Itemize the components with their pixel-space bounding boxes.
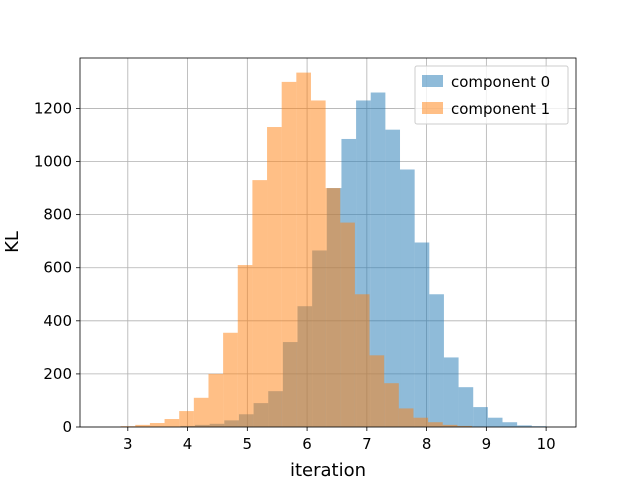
histogram-bar — [149, 423, 165, 427]
legend-label: component 1 — [451, 100, 550, 118]
histogram-bar — [400, 169, 415, 427]
legend-swatch — [422, 102, 443, 114]
histogram-bar — [267, 127, 282, 428]
x-tick-label: 8 — [422, 435, 432, 453]
histogram-bar — [429, 294, 444, 427]
histogram-bar — [237, 265, 253, 427]
histogram-bar — [473, 407, 488, 427]
histogram-bar — [398, 408, 414, 427]
histogram-bar — [252, 180, 268, 427]
histogram-bar — [457, 425, 473, 427]
legend: component 0 component 1 — [414, 65, 569, 125]
histogram-bar — [179, 411, 194, 427]
histogram-bar — [340, 222, 355, 427]
histogram-bar — [413, 417, 429, 427]
histogram-bar — [281, 81, 297, 427]
histogram-bar — [458, 387, 474, 427]
histogram-bar — [384, 383, 399, 427]
x-tick-label: 5 — [243, 435, 253, 453]
x-axis-label: iteration — [290, 460, 366, 480]
histogram-bars — [120, 72, 547, 428]
histogram-bar — [385, 129, 401, 427]
x-axis-ticks: 3 4 5 6 7 8 9 10 — [123, 427, 556, 453]
histogram-bar — [354, 294, 370, 427]
histogram-bar — [296, 72, 311, 428]
y-tick-label: 400 — [43, 312, 72, 330]
histogram-bar — [487, 417, 503, 427]
histogram-bar — [517, 425, 532, 427]
histogram-bar — [443, 357, 459, 427]
histogram-bar — [370, 92, 386, 427]
histogram-bar — [135, 424, 150, 427]
y-axis-ticks: 0 200 400 600 800 1000 1200 — [34, 99, 80, 436]
histogram-bar — [193, 397, 209, 427]
series-1-bars — [120, 72, 473, 428]
y-tick-label: 0 — [62, 418, 72, 436]
histogram-bar — [164, 419, 180, 427]
y-axis-label: KL — [2, 231, 23, 253]
x-tick-label: 10 — [537, 435, 556, 453]
x-tick-label: 7 — [362, 435, 372, 453]
histogram-bar — [369, 355, 385, 427]
legend-label: component 0 — [451, 73, 550, 91]
y-tick-label: 600 — [43, 259, 72, 277]
x-tick-label: 4 — [183, 435, 193, 453]
legend-box — [414, 65, 569, 125]
legend-swatch — [422, 75, 443, 87]
x-tick-label: 6 — [302, 435, 312, 453]
plot-frame — [79, 57, 577, 428]
histogram-bar — [502, 422, 518, 427]
histogram-bar — [310, 100, 326, 427]
y-tick-label: 1000 — [34, 153, 72, 171]
x-tick-label: 9 — [482, 435, 492, 453]
histogram-bar — [325, 188, 341, 427]
x-tick-label: 3 — [123, 435, 133, 453]
histogram-bar — [428, 422, 443, 427]
histogram-bar — [208, 373, 224, 427]
y-tick-label: 800 — [43, 206, 72, 224]
histogram-bar — [223, 332, 238, 427]
histogram-bar — [442, 424, 458, 427]
y-tick-label: 200 — [43, 365, 72, 383]
y-tick-label: 1200 — [34, 99, 72, 117]
histogram-bar — [414, 242, 430, 427]
